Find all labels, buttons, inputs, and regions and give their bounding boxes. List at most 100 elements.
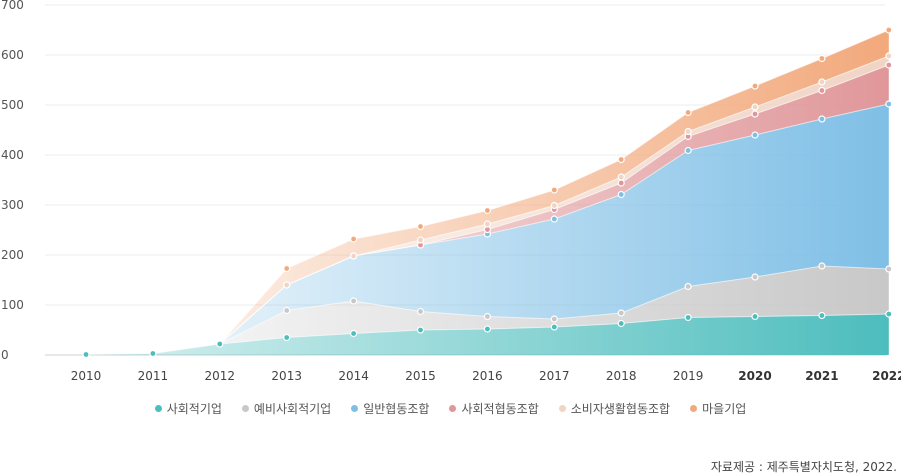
data-point[interactable] bbox=[350, 329, 358, 338]
data-point[interactable] bbox=[617, 179, 625, 187]
data-point[interactable] bbox=[550, 315, 558, 323]
y-tick-label: 600 bbox=[1, 48, 24, 62]
data-point[interactable] bbox=[818, 86, 826, 95]
area-series-2 bbox=[219, 266, 889, 344]
legend-item[interactable]: 일반협동조합 bbox=[351, 400, 429, 417]
legend-label: 사회적협동조합 bbox=[461, 402, 539, 416]
data-point[interactable] bbox=[149, 349, 157, 358]
x-tick-label: 2014 bbox=[338, 369, 369, 383]
y-tick-label: 0 bbox=[1, 348, 9, 362]
legend-item[interactable]: 사회적협동조합 bbox=[449, 400, 539, 417]
x-tick-label: 2018 bbox=[606, 369, 637, 383]
data-point[interactable] bbox=[416, 222, 425, 231]
data-point[interactable] bbox=[885, 61, 893, 69]
data-point[interactable] bbox=[885, 100, 893, 108]
legend-item[interactable]: 마을기업 bbox=[690, 400, 746, 417]
data-point[interactable] bbox=[550, 186, 558, 194]
data-point[interactable] bbox=[684, 146, 692, 155]
data-point[interactable] bbox=[416, 307, 425, 316]
data-point[interactable] bbox=[283, 264, 291, 273]
legend-label: 마을기업 bbox=[702, 402, 747, 416]
legend-label: 예비사회적기업 bbox=[253, 402, 332, 416]
data-point[interactable] bbox=[885, 52, 893, 60]
data-point[interactable] bbox=[617, 319, 625, 328]
x-tick-label: 2020 bbox=[738, 369, 771, 383]
area-series-1 bbox=[86, 314, 889, 355]
legend-dot-icon bbox=[690, 405, 698, 412]
data-point[interactable] bbox=[751, 273, 759, 281]
data-point[interactable] bbox=[550, 215, 558, 223]
y-tick-label: 200 bbox=[1, 248, 24, 262]
data-point[interactable] bbox=[885, 26, 893, 34]
legend-item[interactable]: 예비사회적기업 bbox=[241, 400, 332, 417]
data-point[interactable] bbox=[350, 297, 358, 305]
legend-dot-icon bbox=[241, 405, 249, 412]
data-point[interactable] bbox=[818, 54, 826, 63]
data-point[interactable] bbox=[885, 265, 893, 273]
legend-dot-icon bbox=[449, 405, 457, 412]
legend-dot-icon bbox=[351, 405, 359, 412]
data-point[interactable] bbox=[350, 235, 358, 243]
data-point[interactable] bbox=[216, 340, 224, 348]
data-point[interactable] bbox=[416, 326, 425, 334]
x-tick-label: 2011 bbox=[138, 369, 169, 383]
area-series-3 bbox=[219, 104, 889, 344]
data-point[interactable] bbox=[818, 115, 826, 123]
data-point[interactable] bbox=[283, 281, 291, 289]
data-point[interactable] bbox=[684, 282, 692, 291]
data-point[interactable] bbox=[885, 310, 893, 318]
x-tick-label: 2019 bbox=[673, 369, 704, 383]
x-tick-label: 2021 bbox=[805, 369, 838, 383]
data-point[interactable] bbox=[483, 312, 491, 321]
data-point[interactable] bbox=[283, 333, 291, 342]
data-point[interactable] bbox=[283, 306, 291, 315]
data-point[interactable] bbox=[818, 262, 826, 270]
x-tick-label: 2017 bbox=[539, 369, 570, 383]
y-tick-label: 400 bbox=[1, 148, 24, 162]
data-point[interactable] bbox=[483, 325, 491, 333]
legend-label: 일반협동조합 bbox=[363, 402, 430, 416]
data-point[interactable] bbox=[617, 173, 625, 181]
y-tick-label: 500 bbox=[1, 98, 24, 112]
data-point[interactable] bbox=[751, 131, 759, 139]
data-point[interactable] bbox=[483, 206, 491, 215]
area-series-6 bbox=[219, 30, 889, 344]
x-tick-label: 2013 bbox=[271, 369, 302, 383]
legend-item[interactable]: 소비자생활협동조합 bbox=[558, 400, 671, 417]
data-point[interactable] bbox=[416, 236, 425, 244]
data-point[interactable] bbox=[617, 190, 625, 199]
data-point[interactable] bbox=[818, 311, 826, 320]
data-point[interactable] bbox=[617, 155, 625, 164]
y-tick-label: 300 bbox=[1, 198, 24, 212]
legend: 사회적기업 예비사회적기업 일반협동조합 사회적협동조합 소비자생활협동조합 마을기업 bbox=[0, 400, 901, 417]
y-tick-label: 700 bbox=[1, 0, 24, 12]
x-tick-label: 2010 bbox=[71, 369, 102, 383]
legend-dot-icon bbox=[558, 405, 566, 412]
data-point[interactable] bbox=[751, 110, 759, 118]
data-point[interactable] bbox=[550, 323, 558, 331]
area-series-4 bbox=[219, 65, 889, 344]
legend-label: 소비자생활협동조합 bbox=[570, 402, 671, 416]
data-point[interactable] bbox=[684, 313, 692, 322]
data-point[interactable] bbox=[617, 309, 625, 317]
source-note: 자료제공 : 제주특별자치도청, 2022. bbox=[710, 460, 897, 474]
data-point[interactable] bbox=[550, 201, 558, 210]
data-point[interactable] bbox=[483, 220, 491, 228]
data-point[interactable] bbox=[751, 103, 759, 111]
data-point[interactable] bbox=[818, 78, 826, 86]
data-point[interactable] bbox=[684, 108, 692, 117]
x-tick-label: 2016 bbox=[472, 369, 503, 383]
x-tick-label: 2022 bbox=[872, 369, 901, 383]
data-point[interactable] bbox=[751, 82, 759, 90]
data-point[interactable] bbox=[82, 350, 90, 359]
legend-label: 사회적기업 bbox=[166, 402, 222, 416]
data-point[interactable] bbox=[684, 127, 692, 136]
legend-item[interactable]: 사회적기업 bbox=[154, 400, 222, 417]
chart: 0 100 200 300 400 500 600 700 2010 2011 2012 2013 20… bbox=[1, 0, 901, 383]
legend-dot-icon bbox=[154, 405, 162, 412]
x-tick-label: 2012 bbox=[205, 369, 236, 383]
x-tick-label: 2015 bbox=[405, 369, 436, 383]
y-tick-label: 100 bbox=[1, 298, 24, 312]
data-point[interactable] bbox=[350, 252, 358, 260]
data-point[interactable] bbox=[751, 312, 759, 321]
